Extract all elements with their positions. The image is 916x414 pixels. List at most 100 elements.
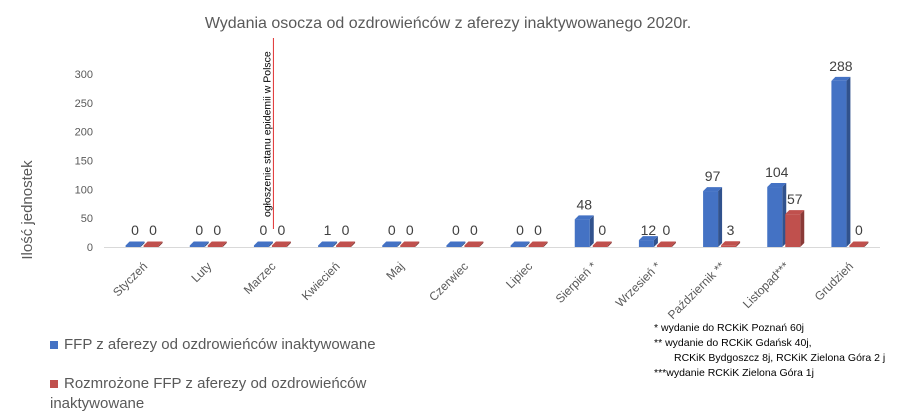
bar-face: [400, 245, 416, 247]
bar-side: [543, 241, 548, 247]
bar-face: [721, 245, 737, 247]
x-tick-label: Listopad***: [740, 259, 792, 311]
bar-face: [638, 240, 654, 247]
bar-face: [703, 191, 719, 247]
bar: [143, 241, 163, 247]
bar-face: [382, 245, 398, 247]
x-tick-label: Październik **: [665, 259, 728, 322]
value-label: 0: [342, 222, 350, 238]
bar-side: [158, 241, 163, 247]
bar-top: [464, 241, 484, 246]
bar: [253, 241, 273, 247]
bar-top: [207, 241, 227, 246]
bar-side: [607, 241, 612, 247]
value-label: 1: [324, 222, 332, 238]
bar-face: [271, 245, 287, 247]
bar: [574, 215, 594, 247]
legend-item-series-2: Rozmrożone FFP z aferezy od ozdrowieńców…: [50, 374, 390, 414]
bar-side: [671, 241, 676, 247]
bar: [656, 241, 676, 247]
bar: [464, 241, 484, 247]
bar-face: [510, 245, 526, 247]
bar: [785, 210, 805, 247]
x-tick-label: Sierpień *: [553, 259, 600, 306]
y-axis: 0 50 100 150 200 250 300: [75, 69, 93, 254]
value-label: 3: [727, 222, 735, 238]
bar-side: [718, 187, 723, 247]
bar-top: [656, 241, 676, 246]
bar: [528, 241, 548, 247]
legend-label-series-2: Rozmrożone FFP z aferezy od ozdrowieńców…: [50, 375, 367, 412]
bar-face: [143, 245, 159, 247]
bar-top: [721, 241, 741, 246]
value-label: 0: [260, 222, 268, 238]
bar: [703, 187, 723, 247]
bar-side: [864, 241, 869, 247]
value-label: 288: [829, 58, 853, 74]
value-label: 12: [641, 222, 657, 238]
bar-face: [189, 245, 205, 247]
legend-item-series-1: FFP z aferezy od ozdrowieńców inaktywowa…: [50, 336, 376, 353]
x-tick-label: Styczeń: [110, 259, 150, 299]
footnote-4: ***wydanie RCKiK Zielona Góra 1j: [654, 367, 814, 379]
bar-top: [703, 187, 723, 192]
bar-side: [333, 241, 338, 247]
bar: [721, 241, 741, 247]
x-tick-label: Kwiecień: [299, 259, 343, 303]
bar: [271, 241, 291, 247]
bar-top: [125, 241, 145, 246]
bar-face: [831, 80, 847, 247]
bars-group: [125, 76, 869, 247]
y-axis-label: Ilość jednostek: [19, 160, 36, 260]
bar-top: [382, 241, 402, 246]
bar-face: [125, 245, 141, 247]
bar-top: [528, 241, 548, 246]
x-axis: Styczeń Luty Marzec Kwiecień Maj Czerwiec Lipi…: [110, 259, 856, 322]
bar: [318, 241, 338, 247]
value-label: 0: [131, 222, 139, 238]
value-label: 57: [787, 191, 803, 207]
annotation: ogłoszenie stanu epidemii w Polsce: [261, 38, 274, 229]
bar-top: [400, 241, 420, 246]
bar-side: [800, 210, 805, 247]
bar-side: [846, 76, 851, 247]
bar-top: [318, 241, 338, 246]
bar-face: [446, 245, 462, 247]
bar-top: [510, 241, 530, 246]
value-label: 0: [195, 222, 203, 238]
value-label: 0: [149, 222, 157, 238]
legend-swatch-series-2: [50, 380, 58, 389]
bar: [400, 241, 420, 247]
footnotes: * wydanie do RCKiK Poznań 60j ** wydanie…: [654, 321, 885, 381]
bar-face: [464, 245, 480, 247]
bar-side: [140, 241, 145, 247]
bar: [336, 241, 356, 247]
footnote-3: RCKiK Bydgoszcz 8j, RCKiK Zielona Góra 2…: [674, 352, 886, 364]
bar: [189, 241, 209, 247]
bar-face: [574, 219, 590, 247]
bar-top: [767, 183, 787, 188]
bar-face: [528, 245, 544, 247]
value-label: 0: [855, 222, 863, 238]
bar-top: [785, 210, 805, 215]
x-tick-label: Grudzień: [812, 259, 856, 303]
bar: [638, 236, 658, 247]
bar: [382, 241, 402, 247]
bar-side: [415, 241, 420, 247]
value-label: 97: [705, 168, 721, 184]
value-label: 0: [663, 222, 671, 238]
bar-face: [656, 245, 672, 247]
bar-top: [253, 241, 273, 246]
bar-face: [592, 245, 608, 247]
value-label: 0: [470, 222, 478, 238]
bar: [446, 241, 466, 247]
y-tick-label: 50: [81, 213, 93, 225]
legend-label-series-1: FFP z aferezy od ozdrowieńców inaktywowa…: [64, 336, 376, 353]
y-tick-label: 250: [75, 98, 93, 110]
bar-side: [397, 241, 402, 247]
bar-face: [785, 214, 801, 247]
bar-face: [849, 245, 865, 247]
bar-side: [589, 215, 594, 247]
